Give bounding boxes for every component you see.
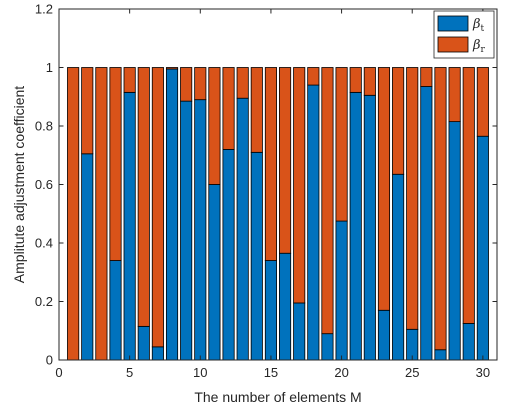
- bar-beta-t-18: [307, 84, 320, 361]
- bar-beta-r-14: [250, 67, 263, 153]
- bar-beta-t-29: [462, 323, 475, 361]
- bar-beta-t-27: [434, 349, 447, 361]
- bar-beta-t-11: [208, 184, 221, 361]
- y-tick-label-0.8: 0.8: [35, 119, 53, 134]
- bar-beta-t-30: [476, 135, 489, 361]
- bar-beta-r-3: [95, 67, 108, 361]
- bar-beta-r-26: [420, 67, 433, 87]
- y-tick-label-0.4: 0.4: [35, 236, 53, 251]
- bar-beta-r-16: [279, 67, 292, 254]
- bar-beta-r-11: [208, 67, 221, 185]
- legend-label-beta-r: βr: [472, 38, 486, 55]
- x-axis-title: The number of elements M: [194, 389, 361, 405]
- bar-beta-r-10: [194, 67, 207, 101]
- ticks-group: 0 5 10 15 20 25 30 0 0.2 0.4 0.6 0.8 1 1.2: [35, 2, 497, 380]
- y-tick-label-1: 1: [46, 60, 53, 75]
- bar-beta-t-6: [137, 325, 150, 361]
- bar-beta-r-24: [392, 67, 405, 175]
- bar-beta-t-20: [335, 220, 348, 361]
- y-axis-title: Amplitute adjustment coefficient: [11, 86, 27, 284]
- bar-beta-r-15: [264, 67, 277, 261]
- bar-beta-r-7: [151, 67, 164, 348]
- x-tick-label-25: 25: [405, 365, 419, 380]
- bar-beta-t-5: [123, 91, 136, 361]
- x-tick-label-5: 5: [126, 365, 133, 380]
- bar-beta-t-2: [81, 153, 94, 361]
- bar-beta-t-7: [151, 346, 164, 361]
- bar-beta-t-21: [349, 91, 362, 361]
- legend: βt βr: [433, 10, 495, 59]
- bar-beta-r-19: [321, 67, 334, 335]
- bar-beta-r-9: [180, 67, 193, 102]
- bar-beta-t-12: [222, 148, 235, 361]
- bar-beta-r-20: [335, 67, 348, 222]
- x-tick-label-0: 0: [55, 365, 62, 380]
- bar-beta-t-13: [236, 97, 249, 361]
- x-tick-label-10: 10: [193, 365, 207, 380]
- bar-beta-r-12: [222, 67, 235, 150]
- bar-beta-r-23: [377, 67, 391, 311]
- bar-beta-r-29: [462, 67, 475, 324]
- bar-beta-t-23: [377, 309, 391, 361]
- bar-beta-t-28: [448, 121, 461, 361]
- x-tick-label-15: 15: [264, 365, 278, 380]
- bar-beta-r-21: [349, 67, 362, 93]
- bar-beta-r-6: [137, 67, 150, 327]
- bar-beta-t-14: [250, 151, 263, 361]
- bar-beta-t-19: [321, 333, 334, 361]
- bar-beta-r-22: [363, 67, 376, 96]
- bar-beta-t-8: [165, 68, 179, 361]
- bar-beta-t-10: [194, 99, 207, 361]
- bar-beta-r-25: [406, 67, 419, 330]
- legend-swatch-beta-t: [437, 15, 469, 32]
- bar-beta-r-4: [109, 67, 122, 261]
- bar-beta-r-13: [236, 67, 249, 99]
- bar-beta-t-16: [279, 252, 292, 361]
- legend-label-beta-t: βt: [472, 17, 485, 34]
- bar-beta-t-24: [392, 173, 405, 361]
- y-tick-label-0.6: 0.6: [35, 177, 53, 192]
- bar-beta-r-17: [293, 67, 306, 304]
- bar-beta-r-27: [434, 67, 447, 351]
- bar-beta-t-9: [180, 100, 193, 361]
- y-tick-label-0.2: 0.2: [35, 294, 53, 309]
- x-tick-label-30: 30: [476, 365, 490, 380]
- bar-beta-t-15: [264, 260, 277, 361]
- bar-beta-t-4: [109, 260, 122, 361]
- bar-beta-r-2: [81, 67, 94, 155]
- y-tick-label-0: 0: [46, 353, 53, 368]
- x-tick-label-20: 20: [334, 365, 348, 380]
- bar-beta-r-30: [476, 67, 489, 137]
- bar-beta-t-22: [363, 94, 376, 361]
- y-tick-label-1.2: 1.2: [35, 2, 53, 17]
- bar-beta-r-28: [448, 67, 461, 123]
- bar-beta-t-17: [293, 302, 306, 361]
- bar-beta-r-18: [307, 67, 320, 86]
- bar-beta-t-26: [420, 86, 433, 361]
- bar-beta-t-25: [406, 328, 419, 361]
- bar-beta-r-1: [67, 67, 80, 361]
- bar-beta-r-5: [123, 67, 136, 93]
- legend-swatch-beta-r: [437, 36, 469, 53]
- bars-group: [67, 67, 489, 361]
- bar-beta-r-8: [165, 67, 179, 70]
